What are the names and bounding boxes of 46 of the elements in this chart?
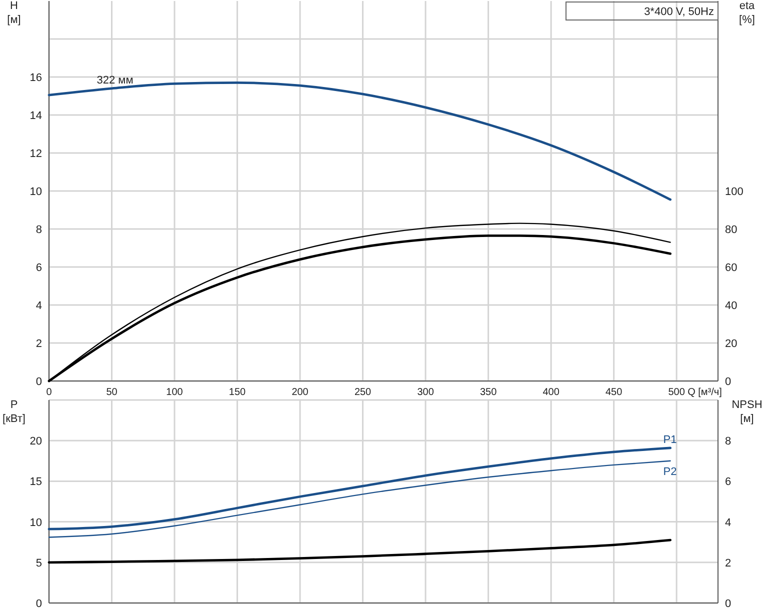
x-tick-label: 250 bbox=[354, 387, 372, 398]
x-tick-label: 400 bbox=[542, 387, 560, 398]
y2-axis-title: eta [%] bbox=[739, 0, 756, 26]
y-tick-label: 8 bbox=[36, 224, 42, 236]
y-tick-label: 10 bbox=[30, 186, 42, 198]
y-tick-label: 10 bbox=[30, 516, 42, 529]
x-tick-label: 500 bbox=[668, 387, 686, 398]
x-tick-label: 0 bbox=[46, 387, 52, 398]
chart-title: 3*400 V, 50Hz bbox=[644, 6, 714, 18]
y-tick-label: 6 bbox=[36, 262, 42, 274]
y-tick-label: 14 bbox=[30, 110, 42, 122]
y-tick-label: 2 bbox=[36, 338, 42, 350]
y-tick-label: 0 bbox=[36, 376, 42, 388]
y2-tick-label: 2 bbox=[725, 557, 732, 570]
y-tick-label: 4 bbox=[36, 300, 42, 312]
x-tick-label: 50 bbox=[106, 387, 118, 398]
y-tick-label: 15 bbox=[30, 476, 42, 488]
y-tick-label: 5 bbox=[36, 557, 42, 570]
y-tick-label: 20 bbox=[30, 436, 42, 448]
line-series bbox=[48, 538, 672, 564]
y-axis-title: P [кВт] bbox=[2, 399, 26, 425]
x-tick-label: 450 bbox=[605, 387, 623, 398]
x-tick-label: 300 bbox=[417, 387, 434, 398]
y2-tick-label: 4 bbox=[725, 516, 732, 529]
x-tick-label: 200 bbox=[292, 387, 309, 398]
y2-tick-label: 0 bbox=[725, 376, 732, 388]
y2-tick-label: 100 bbox=[725, 186, 744, 198]
y2-axis-title: NPSH [м] bbox=[732, 399, 762, 425]
y-axis-title: H [м] bbox=[7, 0, 21, 26]
y2-tick-label: 6 bbox=[725, 476, 732, 488]
x-tick-label: 150 bbox=[228, 387, 246, 398]
x-axis-title: Q [м³/ч] bbox=[688, 387, 722, 398]
y2-tick-label: 40 bbox=[725, 300, 738, 312]
y2-tick-label: 0 bbox=[725, 598, 732, 610]
y-tick-label: 12 bbox=[30, 148, 42, 160]
y-tick-label: 16 bbox=[30, 72, 42, 84]
y2-tick-label: 60 bbox=[725, 262, 738, 274]
x-tick-label: 100 bbox=[166, 387, 184, 398]
y2-tick-label: 8 bbox=[725, 436, 732, 448]
x-tick-label: 350 bbox=[480, 387, 498, 398]
y-tick-label: 0 bbox=[36, 598, 42, 610]
series-label: P2 bbox=[663, 466, 677, 478]
y2-tick-label: 20 bbox=[725, 338, 738, 350]
series-label: P1 bbox=[663, 434, 677, 446]
series-label: 322 мм bbox=[96, 74, 134, 86]
y2-tick-label: 80 bbox=[725, 224, 738, 236]
